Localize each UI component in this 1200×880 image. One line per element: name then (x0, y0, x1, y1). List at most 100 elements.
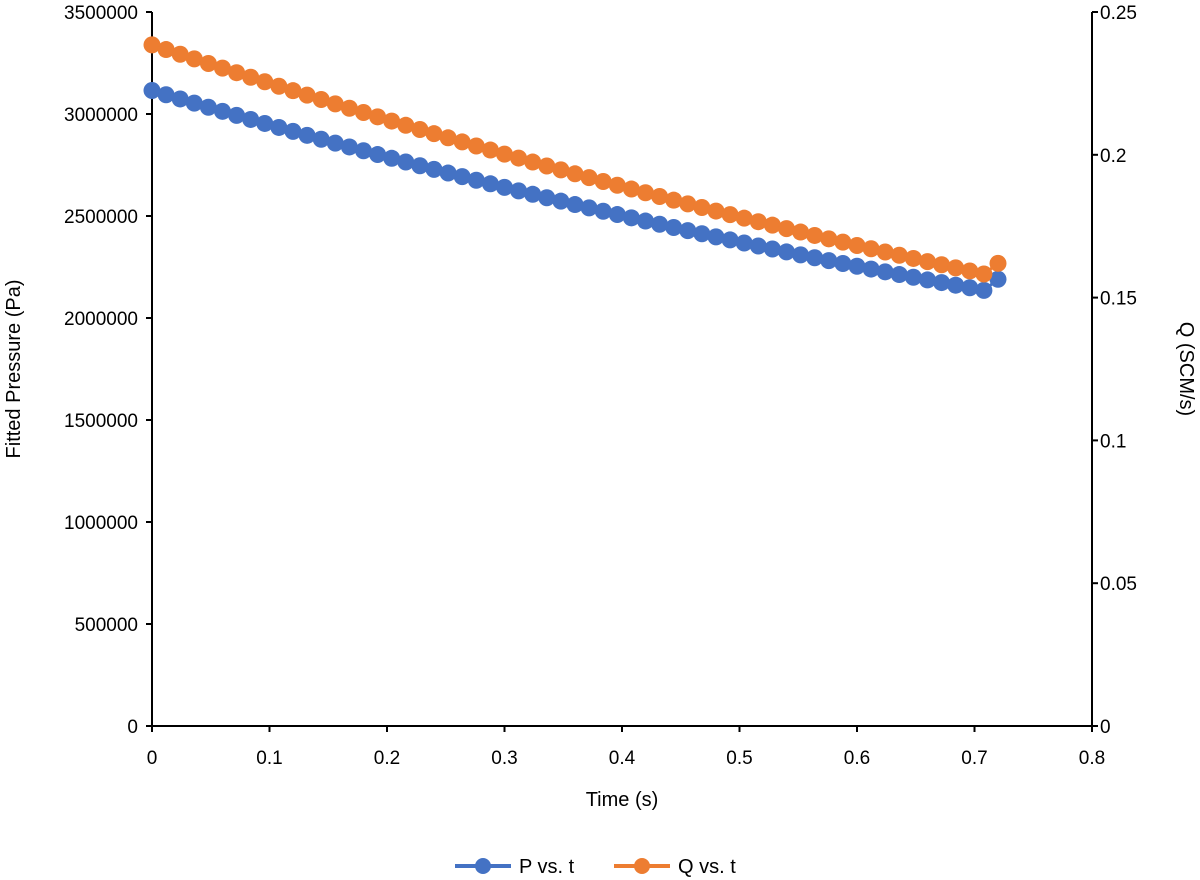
data-point (806, 249, 824, 267)
x-tick-label: 0.7 (961, 748, 987, 769)
x-tick-label: 0.1 (256, 748, 282, 769)
left-y-tick-label: 3000000 (64, 105, 138, 126)
data-point (566, 196, 584, 214)
data-point (890, 246, 908, 264)
data-point (566, 165, 584, 183)
data-point (425, 125, 443, 143)
data-point (355, 104, 372, 122)
data-point (496, 178, 513, 196)
data-point (834, 233, 852, 251)
data-point (975, 265, 993, 283)
data-point (651, 215, 669, 233)
data-point (397, 116, 415, 134)
data-point (453, 133, 471, 151)
data-point (312, 130, 330, 148)
data-point (369, 146, 387, 164)
left-y-axis-title: Fitted Pressure (Pa) (3, 280, 25, 459)
data-point (425, 160, 443, 178)
data-point (989, 270, 1007, 288)
legend-label-q: Q vs. t (678, 856, 736, 878)
data-point (721, 206, 739, 224)
data-point (651, 187, 669, 205)
data-point (228, 64, 246, 82)
data-point (622, 209, 640, 227)
data-point (199, 98, 217, 116)
data-point (538, 157, 556, 175)
legend-item-q[interactable]: Q vs. t (614, 856, 736, 878)
data-point (242, 110, 260, 128)
data-point (580, 199, 598, 217)
data-point (975, 281, 993, 299)
x-tick-label: 0.5 (726, 748, 752, 769)
data-point (383, 149, 401, 167)
left-y-tick-label: 500000 (75, 615, 138, 636)
legend: P vs. t Q vs. t (455, 856, 736, 878)
data-point (848, 236, 866, 254)
data-point (397, 153, 415, 171)
data-point (171, 45, 189, 63)
right-y-tick-label: 0.15 (1100, 289, 1137, 310)
data-point (834, 254, 852, 272)
data-point (890, 266, 908, 284)
data-point (185, 94, 203, 112)
x-tick-marks (151, 726, 1093, 732)
data-point (679, 195, 697, 213)
data-point (735, 234, 753, 252)
data-point (143, 82, 161, 100)
right-y-tick-label: 0.2 (1100, 146, 1126, 167)
data-point (707, 228, 725, 246)
series-p (143, 82, 1007, 299)
data-point (876, 263, 894, 281)
data-point (693, 225, 711, 243)
left-y-tick-marks (146, 11, 152, 727)
right-y-tick-label: 0.05 (1100, 574, 1137, 595)
data-point (594, 172, 612, 190)
series-q (143, 36, 1007, 283)
data-point (552, 192, 570, 210)
data-point (481, 141, 499, 159)
data-point (369, 108, 387, 126)
data-point (679, 222, 697, 240)
legend-item-p[interactable]: P vs. t (455, 856, 575, 878)
x-axis-title: Time (s) (586, 789, 659, 811)
data-point (143, 36, 161, 54)
data-point (919, 253, 936, 271)
data-point (820, 230, 838, 248)
plot-area (151, 12, 1093, 727)
data-point (312, 91, 330, 109)
data-point (538, 189, 556, 207)
data-point (848, 257, 866, 275)
data-point (707, 202, 725, 220)
data-point (298, 86, 316, 104)
data-point (749, 213, 767, 231)
data-point (157, 41, 175, 59)
data-point (947, 276, 965, 294)
data-point (749, 237, 767, 255)
data-point (467, 137, 485, 155)
data-point (284, 122, 302, 140)
data-point (806, 226, 824, 244)
data-point (326, 134, 344, 152)
data-point (411, 120, 429, 138)
data-point (481, 175, 499, 193)
data-point (214, 59, 231, 77)
data-point (862, 260, 880, 278)
right-y-tick-label: 0.25 (1100, 3, 1137, 24)
data-point (622, 180, 640, 198)
right-y-tick-labels: 0 0.05 0.1 0.15 0.2 0.25 (1100, 3, 1137, 738)
data-point (665, 218, 683, 236)
data-point (256, 114, 274, 132)
right-y-tick-label: 0 (1100, 717, 1111, 738)
data-point (608, 176, 626, 194)
left-y-tick-label: 1000000 (64, 513, 138, 534)
right-y-axis-title: Q (SCM/s) (1175, 322, 1197, 416)
data-point (284, 82, 302, 100)
x-tick-label: 0.8 (1079, 748, 1105, 769)
data-point (778, 243, 795, 261)
data-point (961, 279, 979, 297)
data-point (270, 118, 288, 136)
data-point (467, 171, 485, 189)
x-tick-labels: 0 0.1 0.2 0.3 0.4 0.5 0.6 0.7 0.8 (147, 748, 1106, 769)
data-point (947, 259, 965, 277)
